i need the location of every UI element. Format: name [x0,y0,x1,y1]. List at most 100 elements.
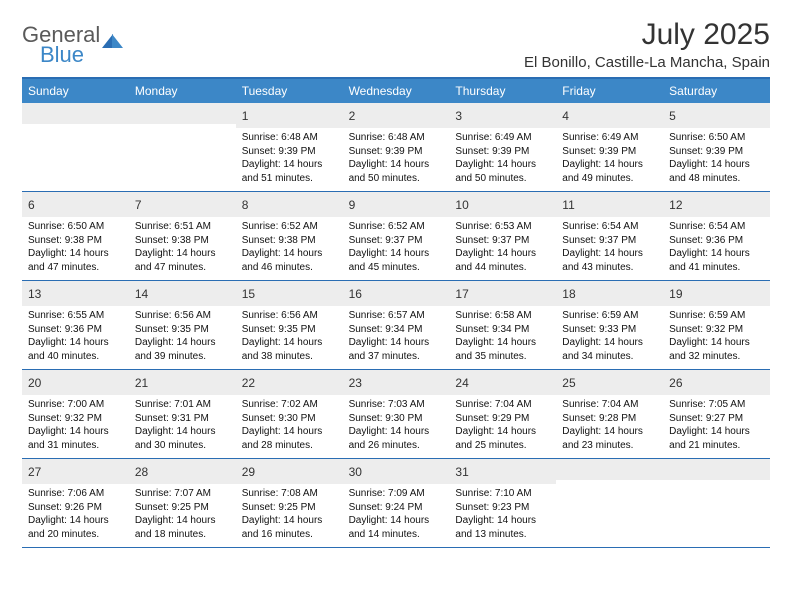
day-line: Sunrise: 6:52 AM [349,220,444,234]
day-line: and 45 minutes. [349,261,444,275]
day-line: Sunrise: 6:54 AM [562,220,657,234]
daynum-bar: 26 [663,370,770,395]
day-cell: 13 Sunrise: 6:55 AMSunset: 9:36 PMDayligh… [22,281,129,369]
day-number: 13 [28,287,41,301]
daynum-bar: 23 [343,370,450,395]
week-row: 6Sunrise: 6:50 AMSunset: 9:38 PMDaylight… [22,192,770,281]
day-line: Sunrise: 6:58 AM [455,309,550,323]
month-title: July 2025 [524,18,770,52]
day-line: Sunset: 9:37 PM [455,234,550,248]
daynum-bar: 25 [556,370,663,395]
dow-label: Wednesday [343,79,450,103]
day-body: Sunrise: 6:59 AMSunset: 9:32 PMDaylight:… [663,306,770,369]
day-line: Sunset: 9:35 PM [135,323,230,337]
title-block: July 2025 El Bonillo, Castille-La Mancha… [524,18,770,71]
day-line: Daylight: 14 hours [135,336,230,350]
day-number: 9 [349,198,356,212]
day-line: Daylight: 14 hours [455,425,550,439]
day-body: Sunrise: 6:49 AMSunset: 9:39 PMDaylight:… [449,128,556,191]
day-line: Daylight: 14 hours [28,247,123,261]
day-number: 26 [669,376,682,390]
day-body: Sunrise: 6:51 AMSunset: 9:38 PMDaylight:… [129,217,236,280]
day-line: Sunset: 9:34 PM [455,323,550,337]
day-number: 7 [135,198,142,212]
day-line: Sunset: 9:28 PM [562,412,657,426]
day-cell: 22Sunrise: 7:02 AMSunset: 9:30 PMDayligh… [236,370,343,458]
day-cell: 9Sunrise: 6:52 AMSunset: 9:37 PMDaylight… [343,192,450,280]
day-number: 10 [455,198,468,212]
day-line: Sunset: 9:32 PM [28,412,123,426]
day-line: and 35 minutes. [455,350,550,364]
daynum-bar: 2 [343,103,450,128]
day-line: Sunset: 9:29 PM [455,412,550,426]
day-line: Sunrise: 7:01 AM [135,398,230,412]
day-line: Sunrise: 6:59 AM [669,309,764,323]
day-cell [22,103,129,191]
day-body: Sunrise: 6:50 AMSunset: 9:39 PMDaylight:… [663,128,770,191]
day-body: Sunrise: 6:50 AMSunset: 9:38 PMDaylight:… [22,217,129,280]
daynum-bar: 12 [663,192,770,217]
day-number: 30 [349,465,362,479]
daynum-bar: 10 [449,192,556,217]
day-cell: 24 Sunrise: 7:04 AMSunset: 9:29 PMDayligh… [449,370,556,458]
day-number: 16 [349,287,362,301]
day-line: Daylight: 14 hours [562,247,657,261]
day-line: Sunrise: 7:04 AM [455,398,550,412]
day-line: Sunset: 9:30 PM [349,412,444,426]
daynum-bar: 24 [449,370,556,395]
day-line: Sunrise: 7:02 AM [242,398,337,412]
day-line: and 13 minutes. [455,528,550,542]
day-line: Sunrise: 6:59 AM [562,309,657,323]
day-line: Sunrise: 6:54 AM [669,220,764,234]
day-number: 31 [455,465,468,479]
day-line: and 23 minutes. [562,439,657,453]
day-line: and 49 minutes. [562,172,657,186]
day-body: Sunrise: 6:54 AMSunset: 9:37 PMDaylight:… [556,217,663,280]
day-line: and 38 minutes. [242,350,337,364]
day-line: Sunset: 9:39 PM [242,145,337,159]
day-number: 18 [562,287,575,301]
day-cell: 19Sunrise: 6:59 AMSunset: 9:32 PMDayligh… [663,281,770,369]
daynum-bar: 16 [343,281,450,306]
day-line: Daylight: 14 hours [349,425,444,439]
daynum-bar: 5 [663,103,770,128]
day-number: 20 [28,376,41,390]
day-line: Daylight: 14 hours [135,425,230,439]
day-line: Daylight: 14 hours [455,158,550,172]
daynum-bar: 31 [449,459,556,484]
day-line: Sunset: 9:39 PM [349,145,444,159]
day-line: Daylight: 14 hours [242,158,337,172]
day-number: 8 [242,198,249,212]
day-cell: 15Sunrise: 6:56 AMSunset: 9:35 PMDayligh… [236,281,343,369]
day-cell: 20Sunrise: 7:00 AMSunset: 9:32 PMDayligh… [22,370,129,458]
day-line: Daylight: 14 hours [349,514,444,528]
day-line: Sunrise: 7:08 AM [242,487,337,501]
day-line: Daylight: 14 hours [455,247,550,261]
day-number: 12 [669,198,682,212]
day-line: and 41 minutes. [669,261,764,275]
day-body [22,124,129,133]
day-body: Sunrise: 6:55 AMSunset: 9:36 PMDaylight:… [22,306,129,369]
day-line: Daylight: 14 hours [669,158,764,172]
weeks-container: 1Sunrise: 6:48 AMSunset: 9:39 PMDaylight… [22,103,770,548]
daynum-bar: 22 [236,370,343,395]
day-number: 25 [562,376,575,390]
day-line: Daylight: 14 hours [455,514,550,528]
day-line: and 40 minutes. [28,350,123,364]
day-cell: 5Sunrise: 6:50 AMSunset: 9:39 PMDaylight… [663,103,770,191]
week-row: 1Sunrise: 6:48 AMSunset: 9:39 PMDaylight… [22,103,770,192]
daynum-bar: 21 [129,370,236,395]
day-line: Sunrise: 6:51 AM [135,220,230,234]
daynum-bar: 8 [236,192,343,217]
day-cell: 12Sunrise: 6:54 AMSunset: 9:36 PMDayligh… [663,192,770,280]
day-line: and 46 minutes. [242,261,337,275]
daynum-bar: 3 [449,103,556,128]
calendar-page: GeneralBlue July 2025 El Bonillo, Castil… [0,0,792,548]
day-number: 2 [349,109,356,123]
day-cell: 30Sunrise: 7:09 AMSunset: 9:24 PMDayligh… [343,459,450,547]
day-cell: 16Sunrise: 6:57 AMSunset: 9:34 PMDayligh… [343,281,450,369]
day-number: 21 [135,376,148,390]
daynum-bar: 19 [663,281,770,306]
day-body: Sunrise: 6:48 AMSunset: 9:39 PMDaylight:… [343,128,450,191]
day-line: and 21 minutes. [669,439,764,453]
